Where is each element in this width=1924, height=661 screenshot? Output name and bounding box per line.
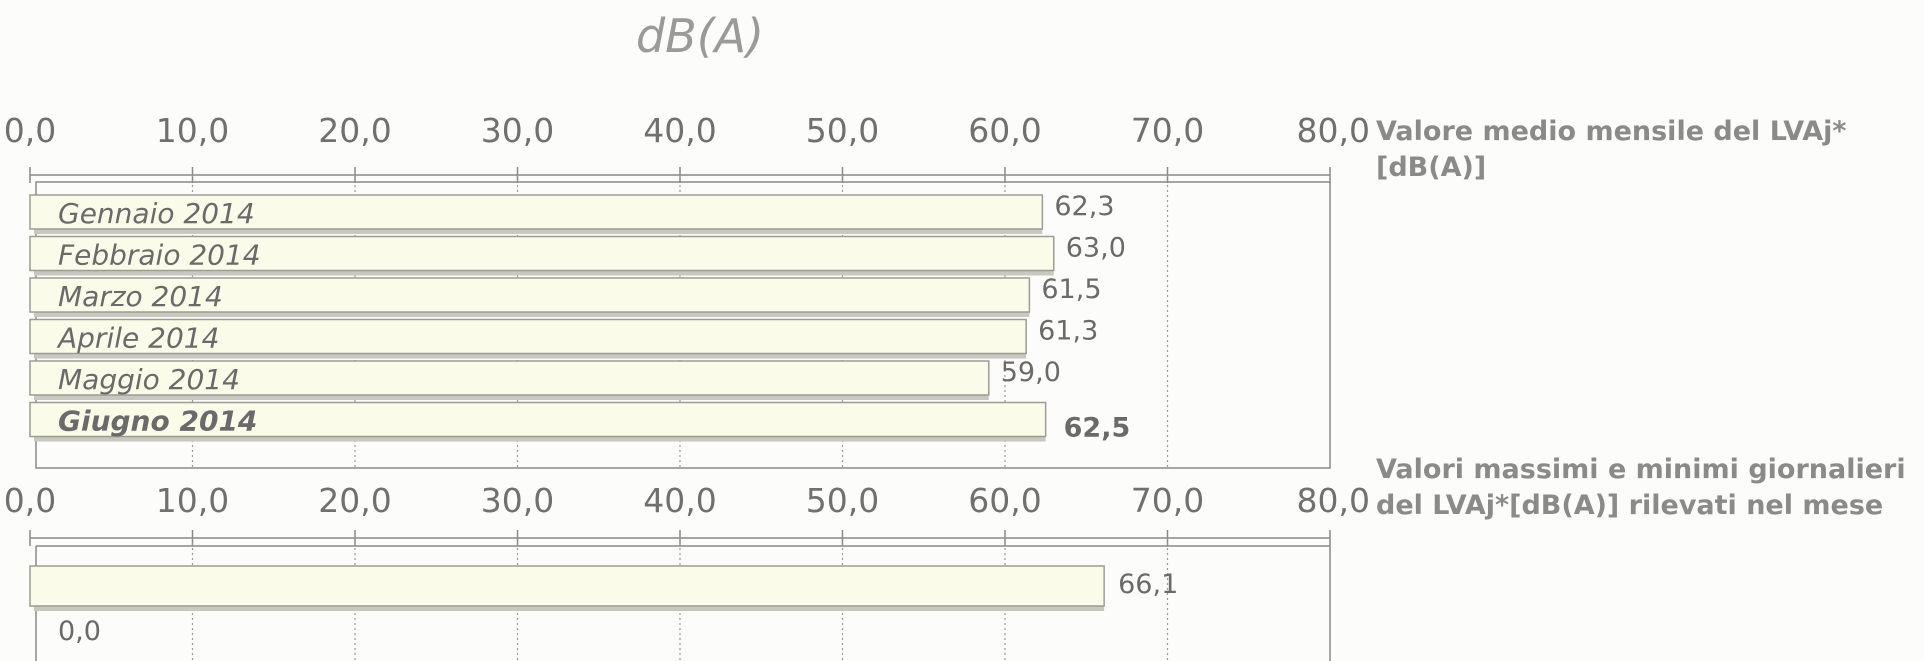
mean-tick-label: 20,0 bbox=[318, 111, 391, 150]
minmax-value-label: 0,0 bbox=[58, 616, 101, 647]
mean-chart: 0,0 10,0 20,0 30,0 40,0 50,0 60,0 70,0 80,0 Valor… bbox=[4, 111, 1847, 469]
mean-legend-label: Valore medio mensile del LVAj* bbox=[1376, 116, 1847, 147]
mean-bar bbox=[29, 277, 1031, 313]
mean-bar bbox=[29, 194, 1044, 230]
minmax-value-label: 66,1 bbox=[1118, 569, 1178, 600]
mean-tick-label: 80,0 bbox=[1297, 111, 1370, 150]
mean-category-label: Giugno 2014 bbox=[58, 405, 257, 438]
mean-tick-label: 30,0 bbox=[481, 111, 554, 150]
mean-value-label: 61,3 bbox=[1038, 316, 1098, 347]
minmax-tick-label: 20,0 bbox=[318, 481, 391, 520]
mean-tick-label: 0,0 bbox=[4, 111, 56, 150]
mean-category-label: Marzo 2014 bbox=[58, 280, 223, 313]
mean-category-label: Febbraio 2014 bbox=[58, 239, 261, 272]
mean-value-label: 61,5 bbox=[1041, 274, 1101, 305]
chart-title-group: dB(A) bbox=[636, 9, 764, 63]
mean-tick-label: 50,0 bbox=[806, 111, 879, 150]
minmax-tick-label: 70,0 bbox=[1131, 481, 1204, 520]
mean-category-label: Gennaio 2014 bbox=[58, 197, 255, 230]
mean-category-label: Aprile 2014 bbox=[56, 322, 219, 355]
mean-bar bbox=[29, 318, 1027, 355]
mean-value-label: 59,0 bbox=[1001, 357, 1061, 388]
mean-value-label: 62,3 bbox=[1054, 191, 1114, 222]
minmax-legend-label: del LVAj*[dB(A)] rilevati nel mese bbox=[1376, 490, 1883, 521]
mean-bar bbox=[29, 401, 1047, 438]
minmax-chart: 0,0 10,0 20,0 30,0 40,0 50,0 60,0 70,0 80,0Valor… bbox=[4, 454, 1906, 661]
minmax-bar bbox=[29, 565, 1105, 607]
minmax-tick-label: 30,0 bbox=[481, 481, 554, 520]
mean-bar bbox=[29, 360, 990, 396]
mean-tick-label: 10,0 bbox=[156, 111, 229, 150]
minmax-tick-label: 60,0 bbox=[968, 481, 1041, 520]
minmax-tick-label: 40,0 bbox=[643, 481, 716, 520]
mean-tick-label: 70,0 bbox=[1131, 111, 1204, 150]
minmax-legend-label: Valori massimi e minimi giornalieri bbox=[1376, 454, 1906, 485]
mean-legend-label: [dB(A)] bbox=[1376, 152, 1486, 183]
mean-value-label: 63,0 bbox=[1066, 233, 1126, 264]
mean-tick-label: 40,0 bbox=[643, 111, 716, 150]
mean-tick-label: 60,0 bbox=[968, 111, 1041, 150]
minmax-tick-label: 10,0 bbox=[156, 481, 229, 520]
minmax-tick-label: 50,0 bbox=[806, 481, 879, 520]
mean-value-label: 62,5 bbox=[1064, 413, 1131, 444]
chart-title: dB(A) bbox=[636, 9, 764, 63]
minmax-tick-label: 80,0 bbox=[1297, 481, 1370, 520]
mean-category-label: Maggio 2014 bbox=[58, 363, 240, 396]
minmax-tick-label: 0,0 bbox=[4, 481, 56, 520]
mean-bar bbox=[29, 235, 1055, 272]
